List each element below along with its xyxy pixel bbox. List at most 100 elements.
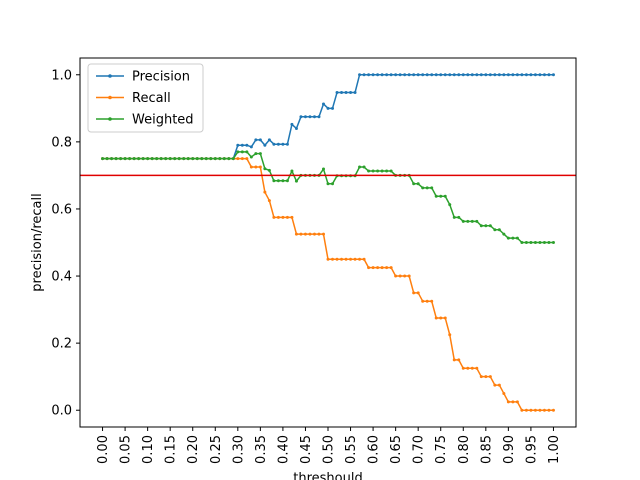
data-point-precision — [497, 73, 501, 77]
data-point-precision — [538, 73, 542, 77]
data-point-precision — [376, 73, 380, 77]
data-point-recall — [317, 232, 321, 236]
x-tick-label: 0.05 — [119, 435, 134, 464]
data-point-recall — [380, 266, 384, 270]
data-point-weighted — [488, 224, 492, 228]
data-point-recall — [340, 257, 344, 261]
data-point-weighted — [452, 215, 456, 219]
data-point-recall — [538, 408, 542, 412]
data-point-recall — [416, 291, 420, 295]
data-point-recall — [493, 383, 497, 387]
y-axis-label: precision/recall — [30, 193, 45, 291]
data-point-recall — [335, 257, 339, 261]
data-point-weighted — [457, 215, 461, 219]
data-point-precision — [520, 73, 524, 77]
data-point-precision — [416, 73, 420, 77]
data-point-precision — [358, 73, 362, 77]
data-point-precision — [353, 91, 357, 95]
data-point-recall — [443, 316, 447, 320]
axes: 0.0 0.2 0.4 0.6 0.8 1.0 0.00 0.05 0.10 0.15 0.20 0.… — [51, 57, 577, 464]
data-point-precision — [448, 73, 452, 77]
data-point-recall — [547, 408, 551, 412]
data-point-precision — [475, 73, 479, 77]
data-point-precision — [303, 115, 307, 119]
data-point-recall — [308, 232, 312, 236]
data-point-recall — [367, 266, 371, 270]
data-point-recall — [245, 157, 249, 161]
data-point-precision — [290, 122, 294, 126]
data-point-weighted — [245, 150, 249, 154]
x-tick-label: 0.40 — [276, 435, 291, 464]
data-point-weighted — [479, 224, 483, 228]
data-point-weighted — [380, 169, 384, 173]
data-point-weighted — [362, 165, 366, 169]
plot-area — [80, 73, 576, 412]
data-point-weighted — [497, 228, 501, 232]
data-point-weighted — [524, 241, 528, 244]
data-point-weighted — [267, 168, 271, 172]
x-tick-label: 0.30 — [231, 435, 246, 464]
data-point-precision — [380, 73, 384, 77]
data-point-weighted — [159, 157, 163, 161]
data-point-precision — [502, 73, 506, 77]
data-point-weighted — [209, 157, 213, 161]
x-tick-label: 0.75 — [434, 435, 449, 464]
legend-swatch-marker — [108, 95, 112, 100]
data-point-precision — [466, 73, 470, 77]
data-point-precision — [407, 73, 411, 77]
y-tick-label: 0.2 — [51, 337, 72, 352]
data-point-precision — [276, 142, 280, 146]
data-point-recall — [407, 274, 411, 278]
data-point-precision — [457, 73, 461, 77]
data-point-precision — [367, 73, 371, 77]
series-line-recall — [102, 157, 554, 411]
data-point-weighted — [186, 157, 190, 161]
data-point-weighted — [258, 152, 262, 156]
data-point-weighted — [213, 157, 217, 161]
data-point-recall — [344, 257, 348, 261]
data-point-recall — [312, 232, 316, 236]
data-point-weighted — [511, 236, 515, 240]
data-point-weighted — [191, 157, 195, 161]
data-point-precision — [425, 73, 429, 77]
data-point-precision — [344, 91, 348, 95]
x-tick-label: 0.10 — [141, 435, 156, 464]
data-point-recall — [403, 274, 407, 278]
data-point-weighted — [168, 157, 172, 161]
data-point-weighted — [461, 219, 465, 223]
data-point-precision — [308, 115, 312, 119]
data-point-recall — [258, 165, 262, 169]
data-point-recall — [398, 274, 402, 278]
data-point-precision — [493, 73, 497, 77]
data-point-precision — [245, 143, 249, 147]
data-point-precision — [335, 91, 339, 95]
data-point-precision — [529, 73, 533, 77]
data-point-recall — [452, 358, 456, 362]
data-point-weighted — [331, 182, 335, 186]
data-point-weighted — [119, 157, 123, 161]
data-point-recall — [272, 215, 276, 219]
data-point-precision — [524, 73, 528, 77]
data-point-weighted — [231, 157, 235, 161]
data-point-recall — [524, 408, 528, 412]
data-point-precision — [412, 73, 416, 77]
data-point-weighted — [542, 241, 546, 244]
data-point-precision — [470, 73, 474, 77]
data-point-precision — [349, 91, 353, 95]
data-point-recall — [349, 257, 353, 261]
data-point-weighted — [285, 179, 289, 183]
x-tick-label: 1.00 — [547, 435, 562, 464]
data-point-recall — [294, 232, 298, 236]
data-point-precision — [258, 138, 262, 142]
data-point-precision — [281, 142, 285, 146]
data-point-weighted — [218, 157, 222, 161]
data-point-recall — [439, 316, 443, 320]
data-point-precision — [263, 143, 267, 147]
legend-label: Recall — [132, 91, 171, 106]
data-point-recall — [425, 299, 429, 303]
data-point-weighted — [551, 241, 555, 244]
data-point-weighted — [466, 219, 470, 223]
data-point-weighted — [141, 157, 145, 161]
data-point-precision — [398, 73, 402, 77]
x-tick-label: 0.70 — [412, 435, 427, 464]
